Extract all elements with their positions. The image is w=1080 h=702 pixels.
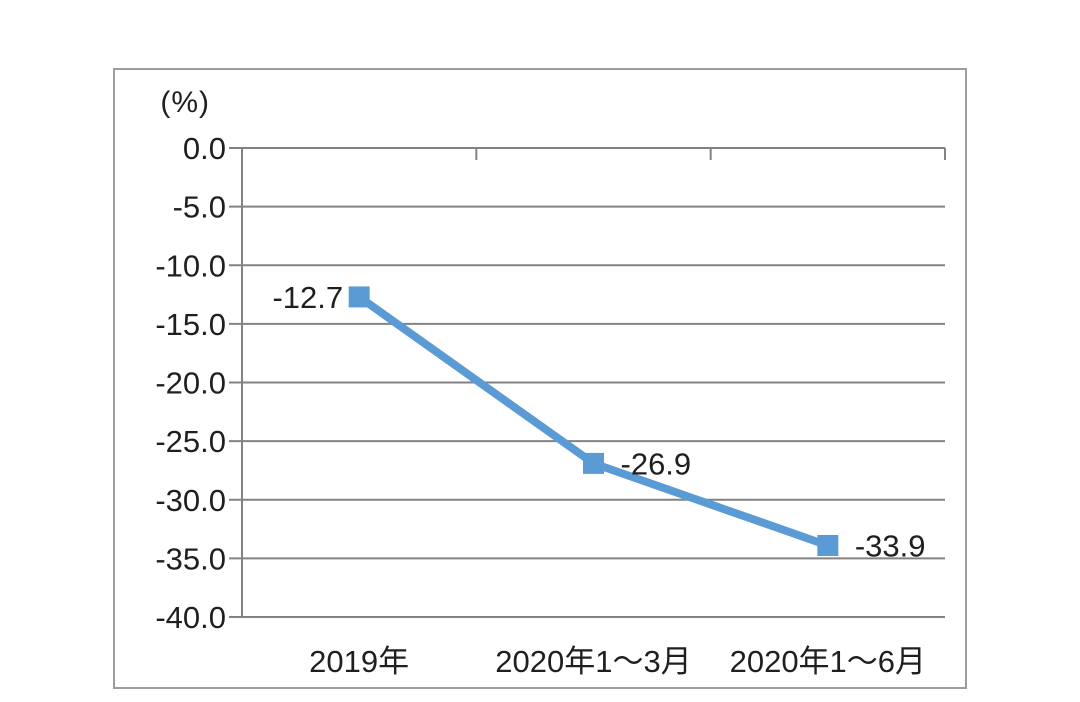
y-axis-unit-label: (%): [160, 86, 210, 119]
x-category-label: 2020年1～6月: [730, 644, 926, 679]
y-tick-label: -35.0: [155, 541, 226, 576]
y-tick-label: -10.0: [155, 248, 226, 283]
data-label: -26.9: [621, 446, 692, 481]
data-point-marker: [817, 534, 839, 556]
data-label: -12.7: [272, 280, 343, 315]
data-label: -33.9: [855, 528, 926, 563]
y-tick-label: -5.0: [173, 190, 226, 225]
data-point-marker: [348, 286, 370, 308]
y-tick-label: -25.0: [155, 424, 226, 459]
y-tick-label: -20.0: [155, 366, 226, 401]
x-category-label: 2019年: [309, 644, 409, 679]
chart-frame: [113, 68, 967, 689]
y-tick-label: -15.0: [155, 307, 226, 342]
y-tick-label: -40.0: [155, 600, 226, 635]
y-tick-label: 0.0: [183, 131, 226, 166]
data-point-marker: [583, 452, 604, 474]
y-tick-label: -30.0: [155, 483, 226, 518]
data-line: [356, 293, 830, 550]
x-category-label: 2020年1～3月: [495, 644, 691, 679]
